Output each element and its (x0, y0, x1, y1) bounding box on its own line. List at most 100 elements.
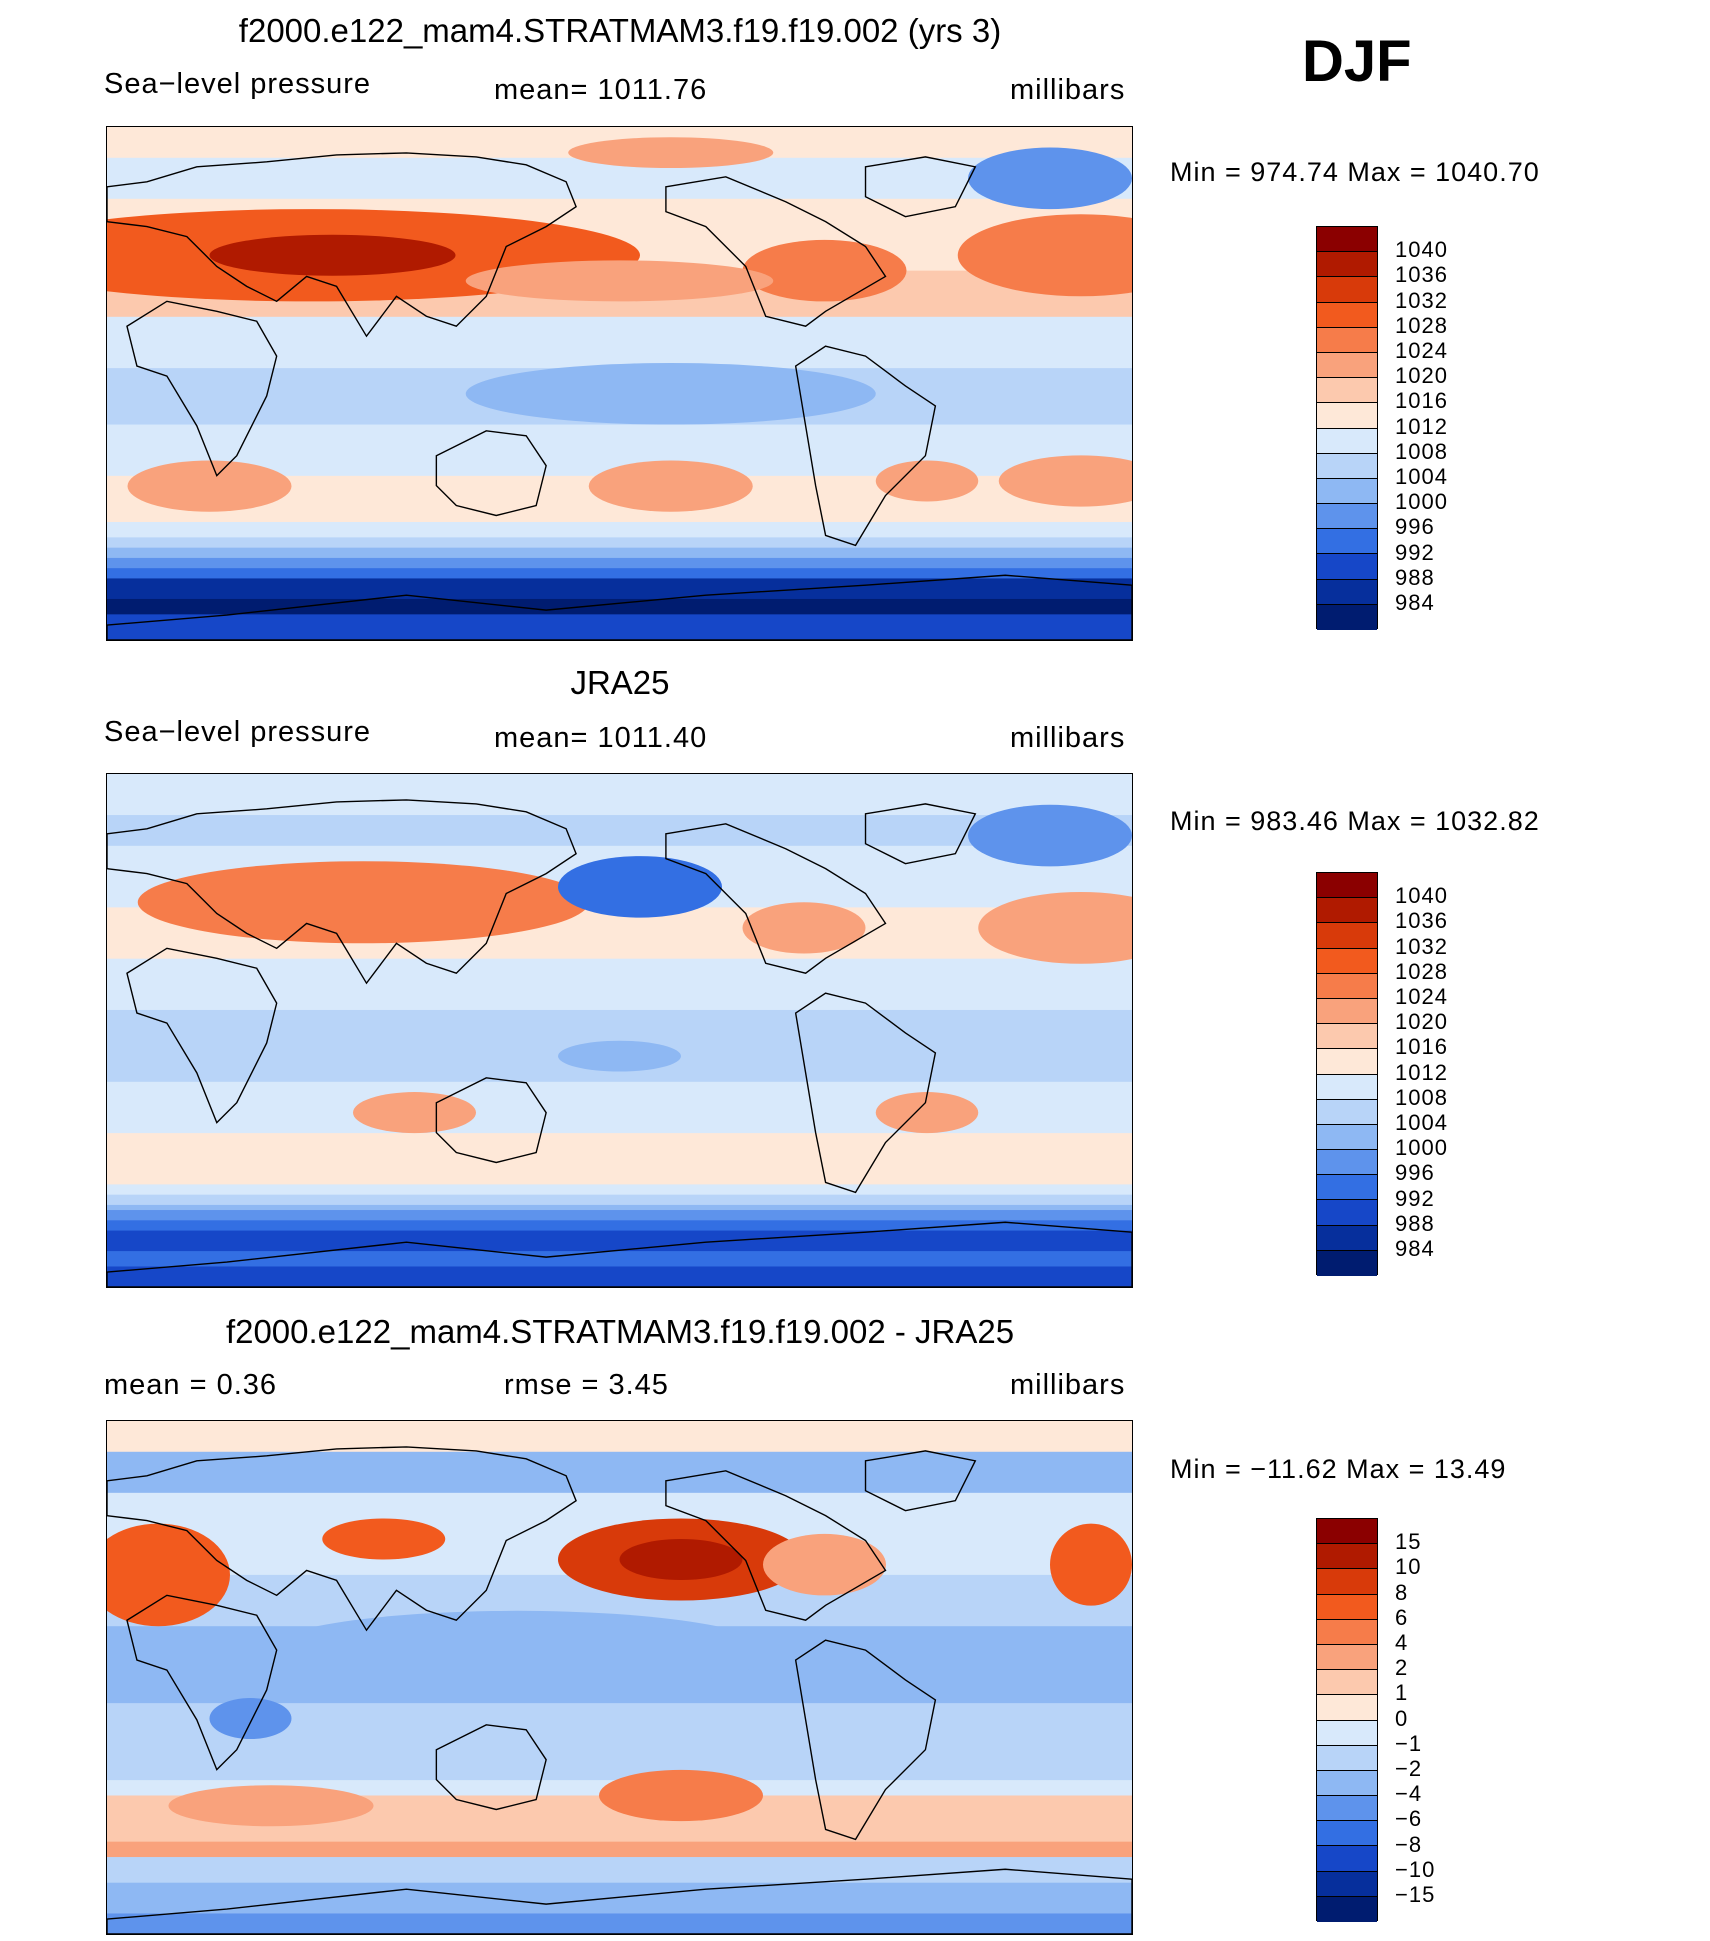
coastline (107, 1868, 1132, 1934)
colorbar-swatch (1317, 252, 1377, 278)
colorbar-swatch (1317, 1024, 1377, 1050)
colorbar-swatch (1317, 1695, 1377, 1721)
panel-2-title: JRA25 (570, 664, 670, 701)
contour-band (107, 316, 1132, 370)
colorbar-label: 1 (1395, 1680, 1409, 1706)
contour-cell (742, 239, 907, 302)
coastline (435, 430, 547, 517)
coastline (665, 1470, 887, 1621)
colorbar-label: 8 (1395, 1579, 1409, 1605)
colorbar-label: 1008 (1395, 438, 1448, 464)
contour-cell (465, 362, 876, 425)
colorbar-swatch (1317, 554, 1377, 580)
contour-band (107, 537, 1132, 549)
coastline (107, 1221, 1132, 1287)
colorbar-label: 1012 (1395, 413, 1448, 439)
colorbar-label: 2 (1395, 1655, 1409, 1681)
colorbar-label: −1 (1395, 1730, 1423, 1756)
coastline (435, 1077, 547, 1164)
coastline (435, 1724, 547, 1811)
contour-band (107, 1913, 1132, 1934)
contour-cell (742, 902, 866, 954)
contour-cell (137, 861, 589, 944)
contour-band (107, 1266, 1132, 1287)
contour-band (107, 1184, 1132, 1196)
contour-cell (588, 460, 753, 512)
contour-band (107, 1204, 1132, 1212)
panel-3-rmse: rmse = 3.45 (504, 1369, 669, 1401)
panel-2-mean: mean= 1011.40 (494, 722, 708, 754)
colorbar-label: −8 (1395, 1831, 1423, 1857)
coastline (126, 1594, 278, 1771)
colorbar-label: 1008 (1395, 1084, 1448, 1110)
coastline (107, 799, 577, 985)
colorbar-label: −4 (1395, 1781, 1423, 1807)
colorbar-label: 1004 (1395, 464, 1448, 489)
contour-band (107, 1081, 1132, 1135)
colorbar-swatch (1317, 1770, 1377, 1797)
coastline (126, 947, 278, 1124)
contour-cell (168, 1785, 374, 1827)
contour-band (107, 1421, 1132, 1453)
contour-band (107, 1451, 1132, 1494)
coastline (864, 803, 977, 865)
colorbar-swatch (1317, 1871, 1377, 1897)
colorbar-swatch (1317, 529, 1377, 555)
colorbar-swatch (1317, 1821, 1377, 1847)
contour-cell (957, 214, 1132, 297)
panel-1-title: f2000.e122_mam4.STRATMAM3.f19.f19.002 (y… (238, 12, 1002, 49)
coastline (665, 176, 887, 327)
contour-band (107, 568, 1132, 580)
colorbar-swatch (1317, 1049, 1377, 1075)
contour-cell (209, 234, 456, 276)
contour-cell (978, 892, 1132, 964)
colorbar-swatch (1317, 1099, 1377, 1125)
colorbar-label: 10 (1395, 1554, 1422, 1580)
colorbar-swatch (1317, 1670, 1377, 1696)
colorbar-swatch (1317, 1619, 1377, 1645)
colorbar-label: 4 (1395, 1630, 1409, 1655)
panel-1-colorbar (1316, 226, 1378, 630)
panel-2-units: millibars (1010, 722, 1126, 754)
colorbar-swatch (1317, 1250, 1377, 1276)
contour-cell (763, 1533, 886, 1596)
contour-band (107, 1210, 1132, 1222)
coastline (794, 1639, 937, 1841)
coastline (107, 574, 1132, 640)
colorbar-label: 0 (1395, 1705, 1409, 1731)
colorbar-swatch (1317, 1594, 1377, 1620)
panel-1-minmax: Min = 974.74 Max = 1040.70 (1170, 157, 1540, 187)
colorbar-swatch (1317, 923, 1377, 949)
contour-band (107, 598, 1132, 616)
contour-band (107, 1194, 1132, 1206)
contour-cell (127, 460, 292, 512)
colorbar-label: 992 (1395, 1185, 1435, 1211)
colorbar-swatch (1317, 1124, 1377, 1151)
colorbar-swatch (1317, 1644, 1377, 1671)
panel-3-minmax: Min = −11.62 Max = 13.49 (1170, 1454, 1507, 1484)
contour-cell (599, 1769, 763, 1822)
colorbar-swatch (1317, 453, 1377, 479)
colorbar-label: 1016 (1395, 1034, 1448, 1060)
map-contour-field (107, 127, 1132, 640)
colorbar-swatch (1317, 1150, 1377, 1176)
colorbar-swatch (1317, 428, 1377, 454)
colorbar-label: 1040 (1395, 237, 1448, 263)
colorbar-label: 1036 (1395, 908, 1448, 934)
colorbar-swatch (1317, 227, 1377, 253)
colorbar-label: 1028 (1395, 958, 1448, 984)
colorbar-swatch (1317, 504, 1377, 530)
coastline (794, 345, 937, 547)
contour-band (107, 547, 1132, 559)
colorbar-label: 1004 (1395, 1110, 1448, 1135)
colorbar-swatch (1317, 1796, 1377, 1822)
contour-cell (619, 1538, 743, 1581)
colorbar-swatch (1317, 403, 1377, 429)
colorbar-label: 1020 (1395, 1009, 1448, 1035)
colorbar-label: −2 (1395, 1756, 1423, 1781)
contour-cell (568, 137, 774, 169)
contour-cell (968, 804, 1132, 867)
colorbar-label: 1000 (1395, 1135, 1448, 1161)
panel-3-map (106, 1420, 1133, 1935)
contour-cell (998, 455, 1132, 507)
